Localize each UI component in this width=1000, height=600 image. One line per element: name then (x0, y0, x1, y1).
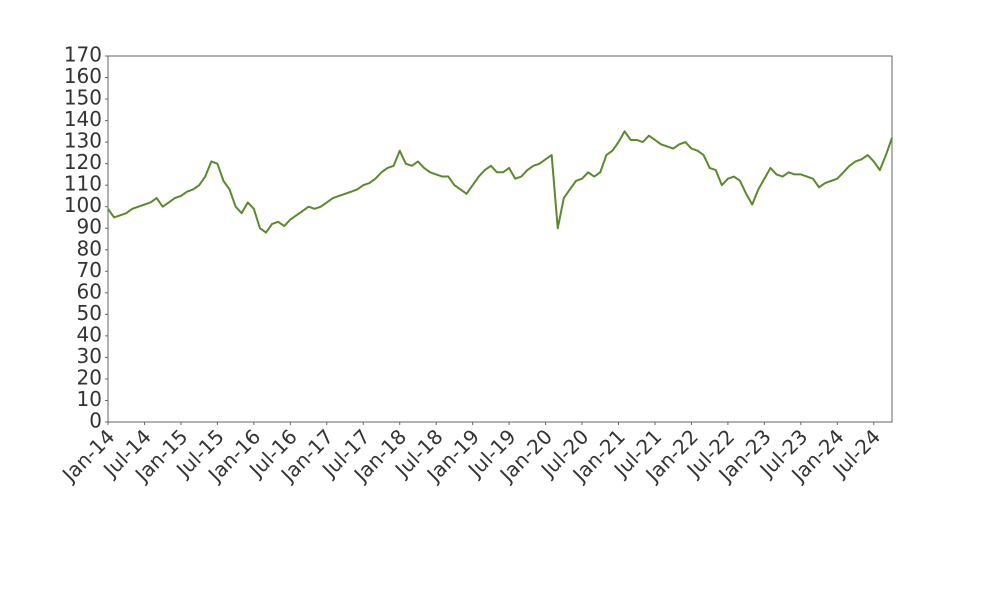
y-tick-label: 90 (77, 215, 102, 239)
y-tick-label: 140 (64, 107, 102, 131)
y-tick-label: 80 (77, 236, 102, 260)
y-tick-label: 110 (64, 172, 102, 196)
y-tick-label: 130 (64, 129, 102, 153)
y-tick-label: 100 (64, 193, 102, 217)
y-tick-label: 150 (64, 86, 102, 110)
y-tick-label: 160 (64, 64, 102, 88)
y-tick-label: 10 (77, 387, 102, 411)
y-tick-label: 70 (77, 258, 102, 282)
y-tick-label: 60 (77, 279, 102, 303)
plot-frame (107, 55, 893, 423)
y-tick-label: 20 (77, 365, 102, 389)
data-line (107, 130, 893, 234)
y-tick-label: 0 (89, 409, 102, 433)
y-tick-label: 40 (77, 322, 102, 346)
y-tick-label: 30 (77, 344, 102, 368)
y-tick-label: 50 (77, 301, 102, 325)
y-tick-label: 120 (64, 150, 102, 174)
y-tick-label: 170 (64, 43, 102, 67)
